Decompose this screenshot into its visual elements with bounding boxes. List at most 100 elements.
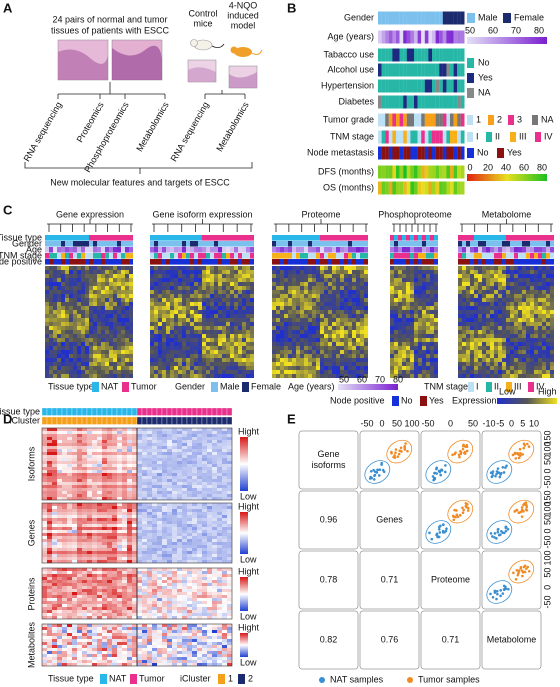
track-cell [304, 259, 308, 265]
heatmap-cell [336, 318, 340, 322]
heatmap-cell [218, 326, 222, 330]
heatmap-cell [109, 362, 113, 366]
heatmap-cell [81, 270, 85, 274]
track-cell [410, 259, 414, 265]
heatmap-cell [414, 354, 418, 358]
heatmap-cell [97, 278, 101, 282]
heatmap-cell [280, 366, 284, 370]
heatmap-cell [150, 266, 154, 270]
heatmap-cell [394, 326, 398, 330]
heatmap-title: Metabolome [482, 209, 532, 219]
heatmap-cell [272, 306, 276, 310]
heatmap-cell [113, 354, 117, 358]
heatmap-cell [93, 322, 97, 326]
heatmap-cell [182, 431, 187, 434]
heatmap-cell [47, 449, 52, 452]
heatmap-cell [202, 330, 206, 334]
heatmap-cell [102, 452, 107, 455]
heatmap-cell [360, 306, 364, 310]
heatmap-cell [198, 306, 202, 310]
heatmap-cell [364, 302, 368, 306]
heatmap-cell [177, 488, 182, 491]
heatmap-cell [308, 270, 312, 274]
heatmap-cell [352, 322, 356, 326]
heatmap-cell [482, 362, 486, 366]
heatmap-cell [462, 282, 466, 286]
track-cell [450, 146, 454, 160]
heatmap-cell [242, 298, 246, 302]
heatmap-cell [324, 298, 328, 302]
heatmap-cell [57, 428, 62, 431]
heatmap-cell [280, 350, 284, 354]
heatmap-cell [546, 362, 550, 366]
heatmap-cell [410, 354, 414, 358]
heatmap-cell [214, 290, 218, 294]
heatmap-cell [246, 286, 250, 290]
heatmap-cell [147, 446, 152, 449]
heatmap-cell [526, 330, 530, 334]
heatmap-cell [97, 464, 102, 467]
heatmap-cell [57, 370, 61, 374]
track-cell [238, 259, 242, 265]
heatmap-cell [137, 440, 142, 443]
heatmap-cell [77, 479, 82, 482]
heatmap-cell [69, 270, 73, 274]
heatmap-cell [113, 342, 117, 346]
track-cell [428, 79, 433, 93]
track-cell [332, 253, 336, 259]
track-cell [460, 165, 465, 179]
heatmap-cell [93, 374, 97, 378]
legend-label: IV [544, 131, 553, 141]
track-cell [446, 165, 451, 179]
heatmap-cell [166, 366, 170, 370]
heatmap-cell [546, 290, 550, 294]
track-cell [230, 235, 234, 241]
heatmap-cell [154, 334, 158, 338]
heatmap-cell [328, 286, 332, 290]
heatmap-cell [72, 452, 77, 455]
heatmap-cell [77, 446, 82, 449]
track-cell [474, 253, 478, 259]
heatmap-cell [93, 310, 97, 314]
track-cell [450, 130, 454, 144]
heatmap-cell [482, 270, 486, 274]
heatmap-cell [73, 354, 77, 358]
heatmap-cell [42, 479, 47, 482]
heatmap-cell [212, 491, 217, 494]
track-cell [93, 253, 97, 259]
heatmap-cell [202, 350, 206, 354]
heatmap-cell [214, 282, 218, 286]
heatmap-cell [93, 334, 97, 338]
heatmap-cell [109, 266, 113, 270]
heatmap-cell [89, 338, 93, 342]
heatmap-cell [167, 485, 172, 488]
heatmap-cell [308, 278, 312, 282]
heatmap-cell [162, 330, 166, 334]
heatmap-cell [288, 326, 292, 330]
heatmap-cell [398, 322, 402, 326]
heatmap-cell [122, 485, 127, 488]
heatmap-cell [506, 302, 510, 306]
track-cell [186, 247, 190, 253]
heatmap-cell [107, 434, 112, 437]
heatmap-cell [53, 318, 57, 322]
heatmap-cell [530, 366, 534, 370]
heatmap-cell [434, 358, 438, 362]
heatmap-cell [246, 322, 250, 326]
heatmap-cell [132, 428, 137, 431]
heatmap-cell [352, 330, 356, 334]
heatmap-cell [97, 286, 101, 290]
heatmap-cell [510, 338, 514, 342]
heatmap-cell [414, 330, 418, 334]
heatmap-cell [166, 346, 170, 350]
heatmap-cell [42, 446, 47, 449]
heatmap-cell [109, 330, 113, 334]
heatmap-cell [534, 362, 538, 366]
heatmap-cell [292, 270, 296, 274]
heatmap-cell [222, 358, 226, 362]
heatmap-cell [102, 473, 107, 476]
heatmap-cell [328, 322, 332, 326]
heatmap-cell [101, 366, 105, 370]
heatmap-cell [178, 350, 182, 354]
legend-label: III [519, 131, 527, 141]
